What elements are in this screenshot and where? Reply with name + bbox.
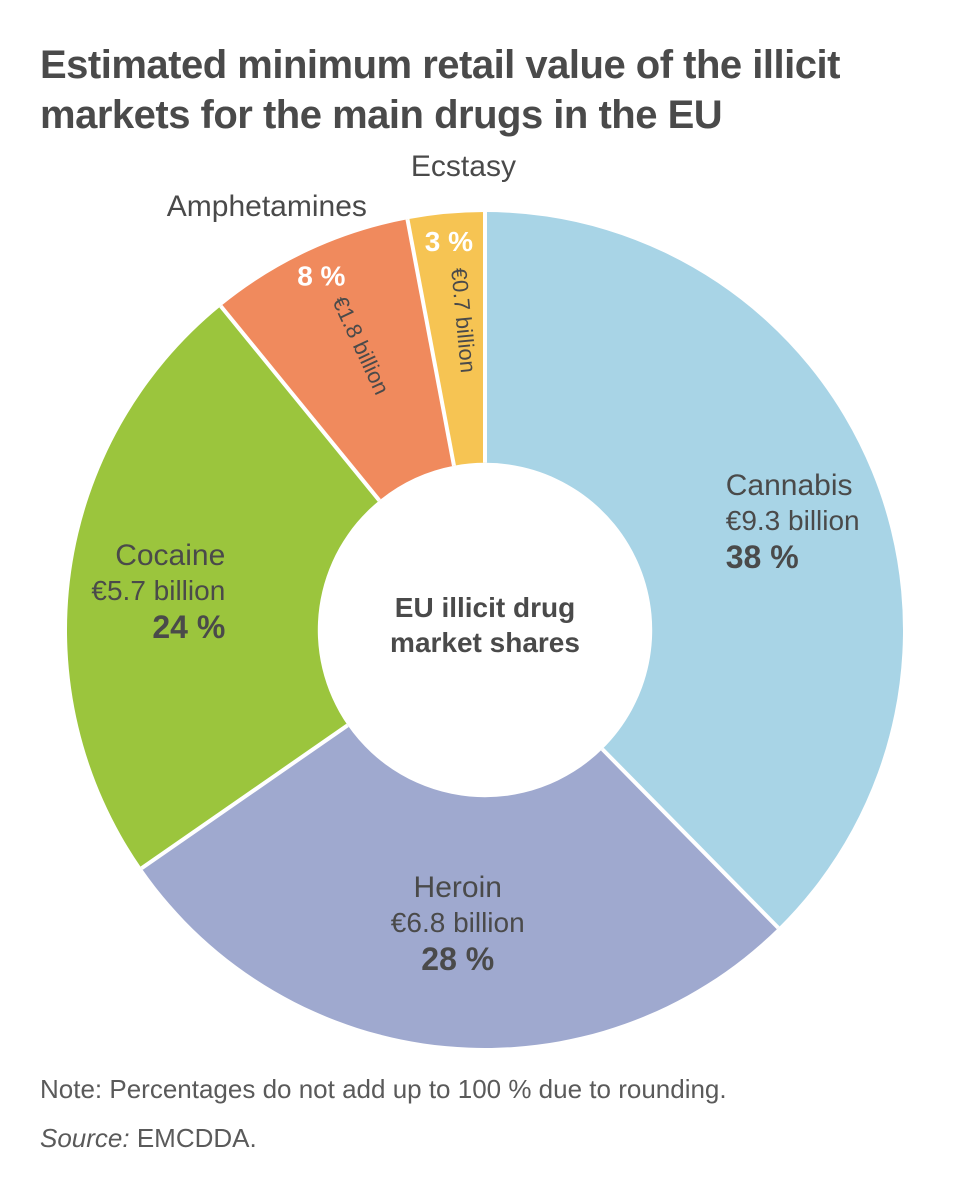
footnote: Note: Percentages do not add up to 100 %… [40,1070,930,1109]
source-value: EMCDDA. [137,1123,257,1153]
label-cannabis: Cannabis €9.3 billion 38 % [726,469,860,576]
chart-title: Estimated minimum retail value of the il… [40,40,930,140]
label-cocaine-value: €5.7 billion [25,575,225,607]
center-label: EU illicit drug market shares [355,590,615,660]
label-cocaine-pct: 24 % [25,609,225,646]
label-heroin: Heroin €6.8 billion 28 % [358,871,558,978]
label-ecstasy: Ecstasy [343,150,583,184]
label-ecstasy-name: Ecstasy [411,150,516,183]
label-amphetamines: Amphetamines [147,190,387,224]
label-heroin-name: Heroin [358,871,558,905]
center-label-line1: EU illicit drug [395,592,575,623]
label-heroin-pct: 28 % [358,941,558,978]
label-amphetamines-name: Amphetamines [167,190,367,223]
label-heroin-value: €6.8 billion [358,907,558,939]
label-cannabis-value: €9.3 billion [726,505,860,537]
source-label: Source: [40,1123,130,1153]
source-line: Source: EMCDDA. [40,1123,930,1154]
arc-pct-amphetamines: 8 % [297,261,345,292]
label-cocaine-name: Cocaine [25,539,225,573]
donut-chart: 8 %€1.8 billion3 %€0.7 billion EU illici… [40,170,930,1050]
label-cocaine: Cocaine €5.7 billion 24 % [25,539,225,646]
arc-pct-ecstasy: 3 % [425,226,473,257]
label-cannabis-name: Cannabis [726,469,860,503]
center-label-line2: market shares [390,627,580,658]
label-cannabis-pct: 38 % [726,539,860,576]
